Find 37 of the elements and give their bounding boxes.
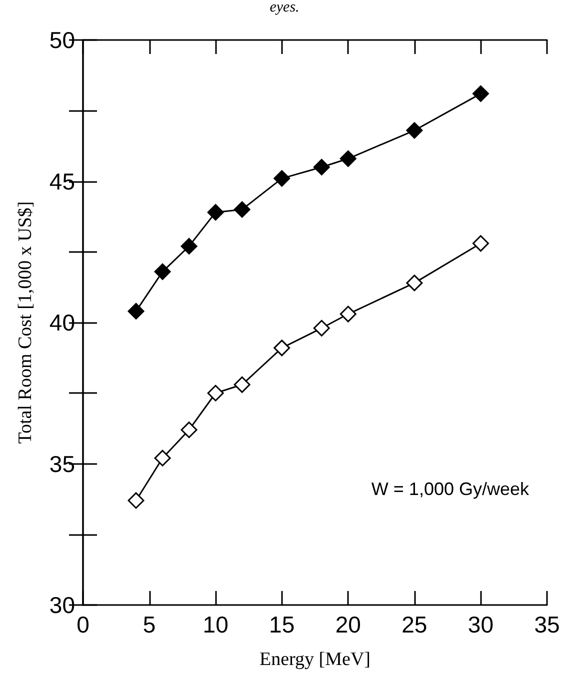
x-tick-label: 15	[269, 612, 295, 638]
x-tick-label: 20	[335, 612, 361, 638]
y-tick-label: 40	[49, 310, 75, 336]
y-axis-title: Total Room Cost [1,000 x US$]	[15, 201, 36, 444]
point	[180, 422, 198, 438]
point	[128, 302, 144, 320]
point	[207, 204, 224, 221]
point	[234, 376, 250, 393]
point	[406, 122, 423, 139]
point	[313, 320, 330, 336]
x-tick-label: 10	[202, 612, 228, 638]
point	[406, 274, 423, 292]
point	[340, 150, 356, 167]
point	[313, 158, 330, 176]
point	[274, 340, 290, 356]
y-tick-label: 30	[49, 592, 75, 618]
x-tick-label: 0	[76, 612, 90, 638]
y-tick-label: 45	[49, 168, 75, 194]
x-tick-label: 25	[402, 612, 428, 638]
x-axis-title: Energy [MeV]	[260, 649, 370, 670]
y-tick-label: 50	[49, 27, 75, 53]
point	[128, 492, 144, 509]
point	[274, 170, 290, 187]
point	[154, 263, 171, 280]
point	[154, 450, 171, 466]
x-tick-label: 5	[142, 612, 156, 638]
point	[207, 384, 224, 402]
point	[234, 201, 250, 218]
y-tick-label: 35	[49, 450, 75, 477]
point	[180, 238, 198, 254]
point	[472, 85, 489, 102]
annotation: W = 1,000 Gy/week	[371, 479, 530, 499]
point	[472, 235, 489, 252]
text: eyes.	[270, 0, 300, 16]
point	[340, 306, 356, 322]
x-tick-label: 30	[468, 612, 494, 638]
x-tick-label: 35	[534, 612, 560, 638]
